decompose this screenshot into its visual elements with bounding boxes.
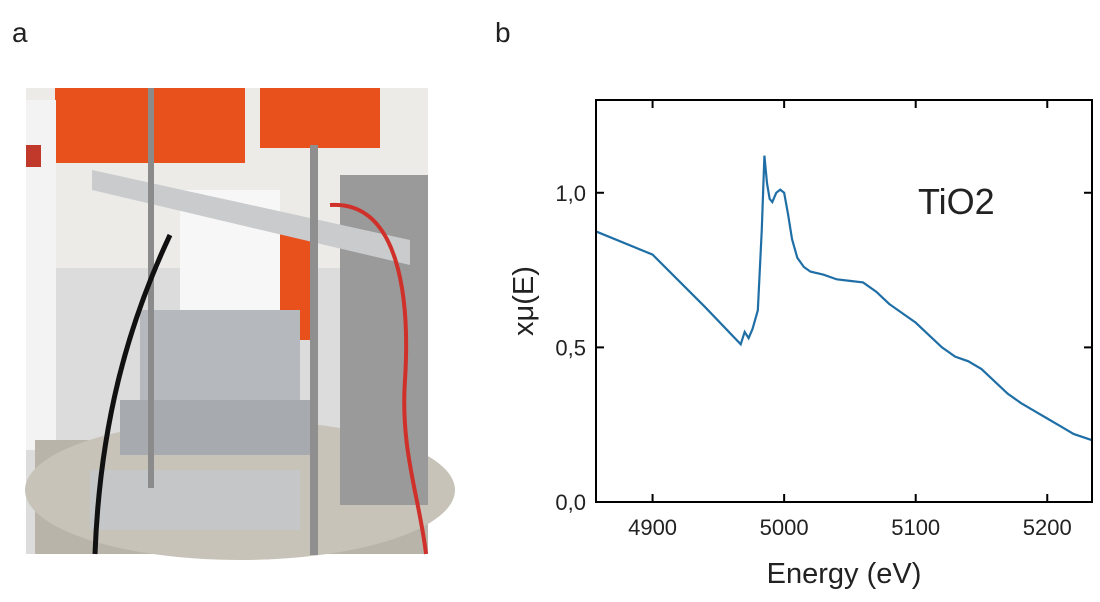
photo bbox=[25, 88, 455, 560]
y-axis-label: xμ(E) bbox=[508, 266, 540, 336]
x-tick-label: 5200 bbox=[1023, 515, 1072, 540]
x-tick-label: 4900 bbox=[628, 515, 677, 540]
x-tick-label: 5000 bbox=[760, 515, 809, 540]
panel-label: a bbox=[12, 17, 28, 48]
y-tick-label: 1,0 bbox=[555, 181, 586, 206]
x-tick-label: 5100 bbox=[891, 515, 940, 540]
data-line bbox=[595, 155, 1093, 442]
y-tick-label: 0,5 bbox=[555, 335, 586, 360]
x-axis-label: Energy (eV) bbox=[767, 558, 922, 590]
plot-frame bbox=[595, 99, 1093, 503]
y-tick-label: 0,0 bbox=[555, 490, 586, 515]
panel-label: b bbox=[495, 17, 511, 48]
annotation: TiO2 bbox=[918, 181, 995, 222]
